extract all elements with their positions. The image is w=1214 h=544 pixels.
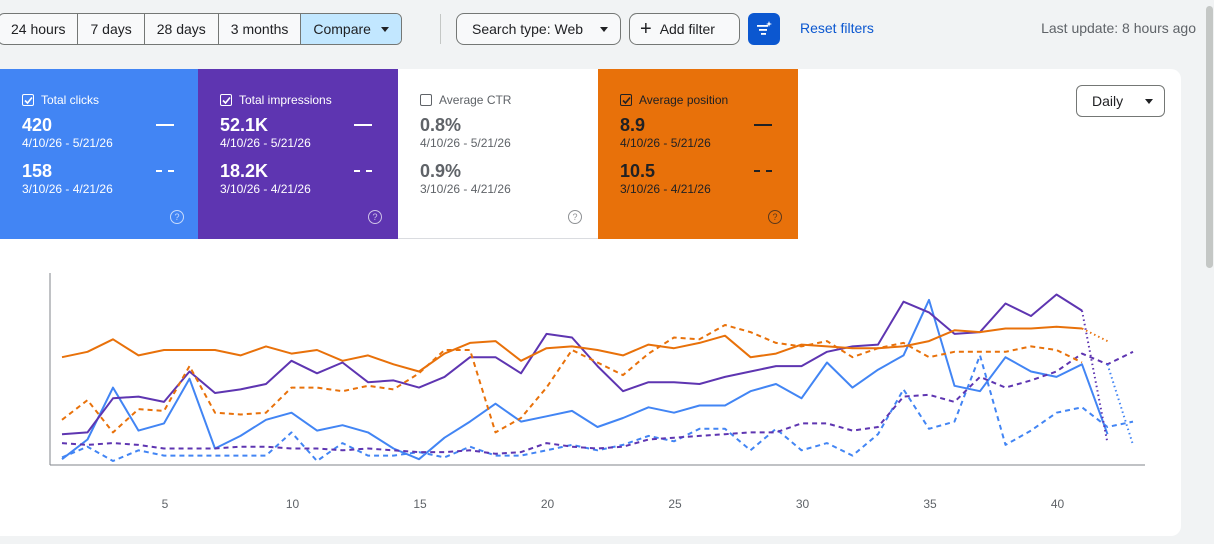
search-type-dropdown[interactable]: Search type: Web bbox=[456, 13, 621, 45]
metric-compare-date-range: 3/10/26 - 4/21/26 bbox=[620, 182, 711, 196]
checkbox-checked-icon[interactable] bbox=[220, 94, 232, 106]
granularity-dropdown[interactable]: Daily bbox=[1076, 85, 1165, 117]
x-tick-label: 5 bbox=[162, 497, 169, 511]
metric-date-range: 4/10/26 - 5/21/26 bbox=[22, 136, 113, 150]
range-3-months[interactable]: 3 months bbox=[219, 14, 302, 44]
filter-sparkle-icon bbox=[757, 21, 772, 35]
x-tick-label: 20 bbox=[541, 497, 555, 511]
add-filter-button[interactable]: + Add filter bbox=[629, 13, 740, 45]
range-28-days[interactable]: 28 days bbox=[145, 14, 219, 44]
search-type-label: Search type: Web bbox=[472, 21, 584, 37]
dashed-line-legend-icon bbox=[354, 170, 372, 172]
page-scrollbar-track[interactable] bbox=[1205, 0, 1214, 544]
metric-compare-date-range: 3/10/26 - 4/21/26 bbox=[420, 182, 511, 196]
metric-value: 0.8% bbox=[420, 115, 462, 135]
x-tick-label: 30 bbox=[796, 497, 810, 511]
metric-compare-date-range: 3/10/26 - 4/21/26 bbox=[22, 182, 113, 196]
series-position-previous-line[interactable] bbox=[61, 324, 1083, 434]
add-filter-label: Add filter bbox=[659, 21, 715, 37]
x-tick-labels: 5 10 15 20 25 30 35 40 bbox=[162, 497, 1065, 511]
x-tick-label: 40 bbox=[1051, 497, 1065, 511]
metric-card-impressions[interactable]: Total impressions 52.1K 4/10/26 - 5/21/2… bbox=[198, 69, 398, 239]
series-position-current-line[interactable] bbox=[61, 325, 1083, 373]
metric-date-range: 4/10/26 - 5/21/26 bbox=[420, 136, 511, 150]
performance-line-chart[interactable]: 5 10 15 20 25 30 35 40 bbox=[0, 240, 1180, 530]
series-clicks-current-line[interactable] bbox=[61, 298, 1109, 461]
reset-filters-link[interactable]: Reset filters bbox=[800, 20, 874, 36]
compare-dropdown[interactable]: Compare bbox=[301, 14, 401, 44]
x-tick-label: 25 bbox=[668, 497, 682, 511]
toolbar: 24 hours 7 days 28 days 3 months Compare… bbox=[0, 0, 1214, 58]
dashed-line-legend-icon bbox=[754, 170, 772, 172]
x-tick-label: 10 bbox=[286, 497, 300, 511]
metric-card-position[interactable]: Average position 8.9 4/10/26 - 5/21/26 1… bbox=[598, 69, 798, 239]
range-7-days[interactable]: 7 days bbox=[78, 14, 145, 44]
metric-label: Total clicks bbox=[41, 93, 100, 107]
series-clicks-previous-line[interactable] bbox=[61, 354, 1134, 462]
help-icon[interactable]: ? bbox=[170, 210, 184, 224]
metric-value: 8.9 bbox=[620, 115, 646, 135]
metric-compare-value: 18.2K bbox=[220, 161, 269, 181]
checkbox-unchecked-icon[interactable] bbox=[420, 94, 432, 106]
metric-label: Average CTR bbox=[439, 93, 512, 107]
metric-compare-value: 0.9% bbox=[420, 161, 462, 181]
series-impressions-current-line[interactable] bbox=[61, 293, 1083, 436]
chevron-down-icon bbox=[380, 26, 389, 32]
toolbar-divider bbox=[440, 14, 441, 44]
metric-card-clicks[interactable]: Total clicks 420 4/10/26 - 5/21/26 158 3… bbox=[0, 69, 200, 239]
x-tick-label: 35 bbox=[923, 497, 937, 511]
metric-date-range: 4/10/26 - 5/21/26 bbox=[220, 136, 311, 150]
forecast-segment-line bbox=[1106, 363, 1134, 446]
checkbox-checked-icon[interactable] bbox=[22, 94, 34, 106]
metric-value: 420 bbox=[22, 115, 53, 135]
chevron-down-icon bbox=[1145, 98, 1153, 104]
plus-icon: + bbox=[640, 18, 652, 40]
metric-compare-value: 158 bbox=[22, 161, 53, 181]
metric-date-range: 4/10/26 - 5/21/26 bbox=[620, 136, 711, 150]
granularity-label: Daily bbox=[1092, 93, 1124, 109]
metric-compare-value: 10.5 bbox=[620, 161, 656, 181]
solid-line-legend-icon bbox=[156, 124, 174, 126]
last-update-text: Last update: 8 hours ago bbox=[1041, 20, 1196, 36]
dashed-line-legend-icon bbox=[156, 170, 174, 172]
solid-line-legend-icon bbox=[754, 124, 772, 126]
help-icon[interactable]: ? bbox=[768, 210, 782, 224]
metric-label: Average position bbox=[639, 93, 729, 107]
help-icon[interactable]: ? bbox=[368, 210, 382, 224]
solid-line-legend-icon bbox=[354, 124, 372, 126]
series-layer bbox=[61, 293, 1134, 462]
range-24-hours[interactable]: 24 hours bbox=[0, 14, 79, 44]
checkbox-checked-icon[interactable] bbox=[620, 94, 632, 106]
page-scrollbar-thumb[interactable] bbox=[1206, 6, 1213, 268]
metric-compare-date-range: 3/10/26 - 4/21/26 bbox=[220, 182, 311, 196]
chevron-down-icon bbox=[600, 26, 608, 32]
x-tick-label: 15 bbox=[413, 497, 427, 511]
metric-value: 52.1K bbox=[220, 115, 269, 135]
metric-label: Total impressions bbox=[239, 93, 332, 107]
metric-card-ctr[interactable]: Average CTR 0.8% 4/10/26 - 5/21/26 0.9% … bbox=[398, 69, 598, 239]
date-range-selector: 24 hours 7 days 28 days 3 months Compare bbox=[0, 13, 402, 45]
forecast-segment-line bbox=[1081, 327, 1108, 342]
help-icon[interactable]: ? bbox=[568, 210, 582, 224]
compare-label: Compare bbox=[313, 21, 371, 37]
filter-settings-button[interactable] bbox=[748, 13, 780, 45]
